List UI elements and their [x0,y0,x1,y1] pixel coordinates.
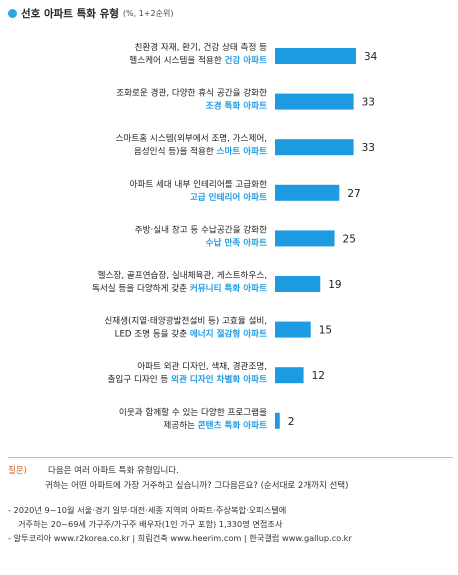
chart-title: 선호 아파트 특화 유형 [21,7,119,20]
category-label-line-2: 수납 만족 아파트 [206,236,267,248]
bar-value-label: 27 [347,188,360,200]
note-line-3: - 알투코리아 www.r2korea.co.kr | 희림건축 www.hee… [8,533,352,543]
bar-1 [275,48,356,64]
category-highlight: 고급 인테리어 아파트 [190,191,267,203]
bar-value-label: 33 [362,97,375,109]
category-highlight: 조경 특화 아파트 [206,100,267,112]
category-label-line-2: LED 조명 등을 갖춘 에너지 절감형 아파트 [115,328,267,340]
bar-value-label: 2 [288,416,295,428]
bar-8 [275,367,304,384]
note-line-1: - 2020년 9~10월 서울·경기 일부·대전·세종 지역의 아파트·주상복… [8,505,287,515]
bar-value-label: 34 [364,51,378,63]
footer: 질문) 다음은 여러 아파트 특화 유형입니다. 귀하는 어떤 아파트에 가장 … [8,464,453,545]
category-label-line-1: 아파트 외관 디자인, 색채, 경관조명, [137,360,267,372]
question-line-2: 귀하는 어떤 아파트에 가장 거주하고 싶습니까? 그다음은요? (순서대로 2… [45,481,349,491]
category-highlight: 건강 아파트 [224,54,267,66]
category-highlight: 커뮤니티 특화 아파트 [190,282,267,294]
bar-value-label: 33 [362,142,375,154]
survey-question: 질문) 다음은 여러 아파트 특화 유형입니다. 귀하는 어떤 아파트에 가장 … [8,464,453,494]
category-highlight: 외관 디자인 차별화 아파트 [171,373,267,385]
category-highlight: 에너지 절감형 아파트 [190,328,267,340]
bar-3 [275,139,354,156]
survey-notes: - 2020년 9~10월 서울·경기 일부·대전·세종 지역의 아파트·주상복… [8,503,453,545]
category-label-line-1: 친환경 자재, 환기, 건강 상태 측정 등 [134,41,267,53]
bar-value-label: 25 [343,233,356,245]
category-label-line-2: 독서실 등을 다양하게 갖춘 커뮤니티 특화 아파트 [92,282,267,294]
bar-5 [275,230,335,247]
category-highlight: 콘텐츠 특화 아파트 [198,419,267,431]
category-label-line-1: 아파트 세대 내부 인테리어를 고급화한 [130,179,268,190]
question-line-1: 다음은 여러 아파트 특화 유형입니다. [48,466,179,476]
bar-value-label: 12 [312,370,325,382]
bar-2 [275,93,354,110]
category-label-line-2: 음성인식 등)을 적용한 스마트 아파트 [134,145,267,157]
chart-header: 선호 아파트 특화 유형 (%, 1+2순위) [8,6,173,20]
category-label-line-1: 조화로운 경관, 다양한 휴식 공간을 강화한 [116,87,267,99]
category-label-line-1: 신재생(지열·태양광발전설비 등) 고효율 설비, [104,315,267,327]
category-label-line-2: 고급 인테리어 아파트 [190,191,267,203]
note-line-2: 거주하는 20~69세 가구주/가구주 배우자(1인 가구 포함) 1,330명… [18,519,283,529]
category-label-line-2: 헬스케어 시스템을 적용한 건강 아파트 [129,54,267,66]
question-label: 질문) [8,466,27,476]
bar-6 [275,276,321,292]
footer-divider [8,457,453,458]
category-label-line-2: 제공하는 콘텐츠 특화 아파트 [163,419,267,431]
category-label-line-1: 헬스장, 골프연습장, 실내체육관, 게스트하우스, [98,270,267,281]
bar-value-label: 19 [328,279,341,291]
category-highlight: 수납 만족 아파트 [206,236,267,248]
category-label-line-1: 이웃과 함께할 수 있는 다양한 프로그램을 [119,406,267,418]
bar-9 [275,412,280,429]
category-label-line-1: 스마트홈 시스템(외부에서 조명, 가스제어, [116,132,267,144]
bar-7 [275,321,311,338]
category-label-line-2: 출입구 디자인 등 외관 디자인 차별화 아파트 [108,373,268,385]
chart-unit-note: (%, 1+2순위) [122,8,174,18]
category-label-line-2: 조경 특화 아파트 [206,100,267,112]
category-label-line-1: 주방·실내 창고 등 수납공간을 강화한 [135,224,267,235]
bar-value-label: 15 [319,325,332,337]
category-highlight: 스마트 아파트 [217,145,268,157]
title-bullet-icon [8,8,17,18]
bar-4 [275,184,340,201]
